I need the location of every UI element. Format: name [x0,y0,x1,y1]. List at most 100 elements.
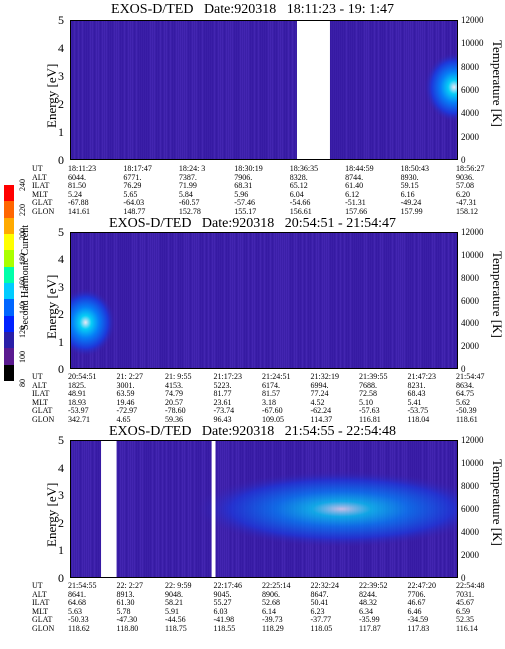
spectrogram-column [206,20,207,160]
table-cell: -44.56 [165,615,186,624]
table-cell: 55.27 [213,598,232,607]
table-cell: -64.03 [123,198,145,207]
spectrogram-column [338,20,339,160]
colorbar-segment [4,348,14,365]
spectrogram-column [334,20,335,160]
spectrogram-column [346,232,347,369]
table-cell: 4.52 [310,397,325,407]
spectrogram-column [258,232,259,369]
spectrogram-column [238,232,239,369]
table-cell: 63.59 [116,389,135,398]
table-cell: 21: 2:27 [116,372,143,381]
table-row: GLAT -50.33 -47.30 -44.56 -41.98 -39.73 -37.77… [0,615,505,624]
spectrogram-column [182,20,183,160]
table-cell: 74.79 [165,389,183,398]
spectrogram-column [316,232,317,369]
spectrogram-column [404,232,405,369]
spectrogram-column [172,440,173,578]
spectrogram-column [340,20,341,160]
spectrogram-column [200,20,201,160]
y-tick-label: 0 [58,362,64,376]
spectrogram-column [346,20,347,160]
spectrogram-column [146,232,147,369]
table-cell: -57.63 [359,406,380,415]
spectrogram-column [92,20,93,160]
table-cell: 4.65 [116,414,131,424]
table-cell: 21:32:19 [310,372,339,381]
table-cell: 61.30 [116,598,135,607]
spectrogram-column [370,232,371,369]
panel-title: EXOS-D/TED Date:920318 21:54:55 - 22:54:… [109,424,396,439]
spectrogram-column [394,232,395,369]
spectrogram-column [126,20,127,160]
table-cell: 5.41 [407,397,422,407]
spectrogram-column [232,20,233,160]
table-cell: 5.62 [456,397,470,407]
spectrogram-column [426,232,427,369]
spectrogram-column [84,20,85,160]
spectrogram-column [254,232,255,369]
spectrogram-column [256,20,257,160]
table-cell: 118.80 [116,623,139,633]
table-cell: 118.75 [165,623,187,633]
table-cell: 8930. [400,172,419,182]
spectrogram-column [116,232,117,369]
spectrogram-column [428,232,429,369]
table-cell: 5.63 [68,606,82,616]
spectrogram-column [430,232,431,369]
spectrogram-column [92,440,93,578]
spectrogram-column [384,20,385,160]
spectrogram-column [170,232,171,369]
table-cell: 5.84 [178,189,193,199]
spectrogram-column [174,20,175,160]
table-cell: 114.37 [310,414,333,424]
table-cell: 81.57 [262,389,280,398]
table-cell: 118.62 [68,623,90,633]
spectrogram-column [254,20,255,160]
spectrogram-column [216,20,217,160]
spectrogram-column [422,20,423,160]
spectrogram-column [158,20,159,160]
y2-tick-label: 8000 [461,61,479,72]
table-cell: 18:30:19 [234,164,263,173]
spectrogram-column [138,232,139,369]
table-cell: 6.20 [456,189,470,199]
spectrogram-column [344,20,345,160]
colorbar-segment [4,266,14,283]
table-cell: 68.31 [234,181,253,190]
spectrogram-column [200,232,201,369]
table-cell: 22:25:14 [262,581,291,590]
table-cell: 8641. [68,589,86,599]
table-cell: 21:17:23 [213,372,242,381]
spectrogram-column [350,232,351,369]
spectrogram-column [278,20,279,160]
table-cell: 6.59 [456,606,470,616]
colorbar-segment [4,185,14,202]
spectrogram-column [374,232,375,369]
spectrogram-column [168,440,169,578]
spectrogram-column [298,232,299,369]
spectrogram-column [156,440,157,578]
spectrogram-column [272,232,273,369]
spectrogram-column [140,232,141,369]
spectrogram-column [184,232,185,369]
spectrogram-column [334,232,335,369]
spectrogram-column [168,20,169,160]
spectrogram-column [436,232,437,369]
table-cell: 155.17 [234,206,257,216]
spectrogram-column [434,232,435,369]
spectrogram-column [364,232,365,369]
y-tick-label: 2 [58,307,64,322]
spectrogram-column [366,20,367,160]
y2-tick-label: 2000 [461,550,479,560]
spectrogram-column [398,232,399,369]
table-cell: 68.43 [407,389,426,398]
y-tick-label: 3 [58,69,64,83]
table-cell: -47.30 [116,615,138,624]
spectrogram-column [140,440,141,578]
spectrogram-column [212,20,213,160]
spectrogram-column [202,20,203,160]
spectrogram-column [386,20,387,160]
spectrogram-column [234,232,235,369]
table-cell: 6.12 [345,189,360,199]
